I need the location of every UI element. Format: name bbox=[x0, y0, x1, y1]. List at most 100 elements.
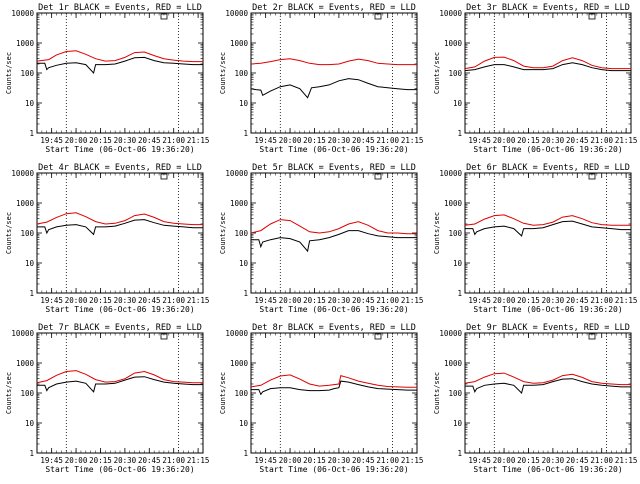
x-tick-label: 21:15 bbox=[187, 296, 210, 305]
x-tick-label: 20:00 bbox=[279, 296, 302, 305]
y-tick-label: 1 bbox=[29, 129, 34, 138]
series-line-events bbox=[465, 220, 631, 237]
y-tick-label: 1000 bbox=[230, 359, 249, 368]
plot-title: Det 1r BLACK = Events, RED = LLD bbox=[38, 3, 202, 13]
series-line-lld bbox=[36, 370, 203, 384]
y-tick-label: 1000 bbox=[444, 199, 463, 208]
x-axis-label: Start Time (06-Oct-06 19:36:20) bbox=[45, 305, 194, 314]
detector-plot-3: 1 10 100 1000 10000 19:45 20:00 20:15 20:30 20:45… bbox=[433, 3, 637, 154]
x-tick-label: 20:15 bbox=[517, 296, 540, 305]
detector-plot-8: 1 10 100 1000 10000 19:45 20:00 20:15 20:30 20:45… bbox=[219, 323, 423, 474]
x-tick-label: 20:45 bbox=[566, 296, 589, 305]
y-axis-label: Counts/sec bbox=[5, 372, 13, 414]
x-tick-label: 20:30 bbox=[114, 136, 137, 145]
plot-title: Det 4r BLACK = Events, RED = LLD bbox=[38, 163, 202, 173]
y-tick-label: 10 bbox=[239, 99, 249, 108]
x-tick-label: 20:45 bbox=[352, 456, 375, 465]
x-tick-label: 20:45 bbox=[352, 136, 375, 145]
series-line-lld bbox=[250, 58, 417, 66]
y-tick-label: 10000 bbox=[439, 329, 462, 338]
series-line-lld bbox=[36, 50, 203, 63]
x-tick-label: 20:15 bbox=[303, 136, 326, 145]
y-tick-label: 10 bbox=[239, 259, 249, 268]
y-axis-label: Counts/sec bbox=[219, 212, 227, 254]
x-tick-label: 20:15 bbox=[89, 456, 112, 465]
x-tick-label: 21:00 bbox=[376, 136, 399, 145]
series-line-lld bbox=[250, 219, 417, 235]
x-tick-label: 20:30 bbox=[328, 136, 351, 145]
y-axis-label: Counts/sec bbox=[219, 52, 227, 94]
x-tick-label: 20:00 bbox=[279, 456, 302, 465]
plot-frame bbox=[36, 332, 204, 454]
x-tick-label: 20:45 bbox=[566, 136, 589, 145]
plot-title: Det 7r BLACK = Events, RED = LLD bbox=[38, 323, 202, 333]
y-axis-label: Counts/sec bbox=[5, 212, 13, 254]
x-tick-label: 19:45 bbox=[468, 296, 491, 305]
x-tick-label: 20:15 bbox=[517, 456, 540, 465]
y-tick-label: 10000 bbox=[225, 169, 248, 178]
series-line-events bbox=[37, 219, 203, 236]
y-tick-label: 10 bbox=[453, 259, 463, 268]
series-line-lld bbox=[36, 212, 203, 226]
x-tick-label: 20:15 bbox=[89, 136, 112, 145]
x-tick-label: 21:15 bbox=[187, 456, 210, 465]
x-tick-label: 21:00 bbox=[162, 456, 185, 465]
x-tick-label: 20:45 bbox=[566, 456, 589, 465]
y-tick-label: 100 bbox=[234, 229, 248, 238]
y-axis-label: Counts/sec bbox=[433, 212, 441, 254]
series-line-events bbox=[251, 380, 417, 396]
x-tick-label: 20:00 bbox=[493, 296, 516, 305]
x-tick-label: 20:00 bbox=[65, 296, 88, 305]
y-tick-label: 10000 bbox=[11, 169, 34, 178]
x-tick-label: 21:15 bbox=[615, 136, 638, 145]
series-line-events bbox=[250, 78, 417, 99]
x-axis-label: Start Time (06-Oct-06 19:36:20) bbox=[259, 145, 408, 154]
y-tick-label: 1 bbox=[29, 449, 34, 458]
y-tick-label: 10000 bbox=[439, 169, 462, 178]
x-tick-label: 21:00 bbox=[376, 456, 399, 465]
y-tick-label: 1000 bbox=[444, 39, 463, 48]
x-tick-label: 19:45 bbox=[40, 296, 63, 305]
x-tick-label: 21:15 bbox=[615, 456, 638, 465]
series-line-lld bbox=[250, 374, 417, 388]
y-tick-label: 100 bbox=[448, 389, 462, 398]
x-tick-label: 20:30 bbox=[542, 136, 565, 145]
y-tick-label: 100 bbox=[448, 69, 462, 78]
x-tick-label: 20:00 bbox=[279, 136, 302, 145]
series-line-events bbox=[37, 56, 203, 75]
x-tick-label: 20:00 bbox=[65, 456, 88, 465]
x-axis-label: Start Time (06-Oct-06 19:36:20) bbox=[473, 465, 622, 474]
x-tick-label: 20:30 bbox=[542, 296, 565, 305]
detector-plot-7: 1 10 100 1000 10000 19:45 20:00 20:15 20:30 20:45… bbox=[5, 323, 209, 474]
x-tick-label: 19:45 bbox=[254, 136, 277, 145]
x-tick-label: 21:00 bbox=[162, 296, 185, 305]
detector-plot-1: 1 10 100 1000 10000 19:45 20:00 20:15 20:30 20:45… bbox=[5, 3, 209, 154]
x-tick-label: 21:15 bbox=[401, 456, 424, 465]
y-tick-label: 1 bbox=[457, 129, 462, 138]
y-tick-label: 10 bbox=[25, 419, 35, 428]
y-tick-label: 10000 bbox=[11, 329, 34, 338]
x-tick-label: 21:15 bbox=[615, 296, 638, 305]
series-line-events bbox=[251, 230, 417, 253]
x-tick-label: 21:00 bbox=[590, 136, 613, 145]
x-tick-label: 21:00 bbox=[162, 136, 185, 145]
series-line-lld bbox=[464, 372, 631, 386]
plot-title: Det 6r BLACK = Events, RED = LLD bbox=[466, 163, 630, 173]
y-tick-label: 1000 bbox=[16, 199, 35, 208]
x-tick-label: 19:45 bbox=[254, 296, 277, 305]
y-tick-label: 1000 bbox=[16, 359, 35, 368]
y-tick-label: 10000 bbox=[225, 9, 248, 18]
x-tick-label: 20:45 bbox=[138, 456, 161, 465]
x-axis-label: Start Time (06-Oct-06 19:36:20) bbox=[45, 145, 194, 154]
y-tick-label: 1 bbox=[29, 289, 34, 298]
detector-plot-5: 1 10 100 1000 10000 19:45 20:00 20:15 20:30 20:45… bbox=[219, 163, 423, 314]
detector-plot-6: 1 10 100 1000 10000 19:45 20:00 20:15 20:30 20:45… bbox=[433, 163, 637, 314]
x-tick-label: 20:00 bbox=[493, 136, 516, 145]
x-tick-label: 20:30 bbox=[328, 456, 351, 465]
x-tick-label: 21:00 bbox=[376, 296, 399, 305]
x-axis-label: Start Time (06-Oct-06 19:36:20) bbox=[473, 145, 622, 154]
y-tick-label: 1000 bbox=[230, 199, 249, 208]
plot-frame bbox=[464, 12, 632, 134]
